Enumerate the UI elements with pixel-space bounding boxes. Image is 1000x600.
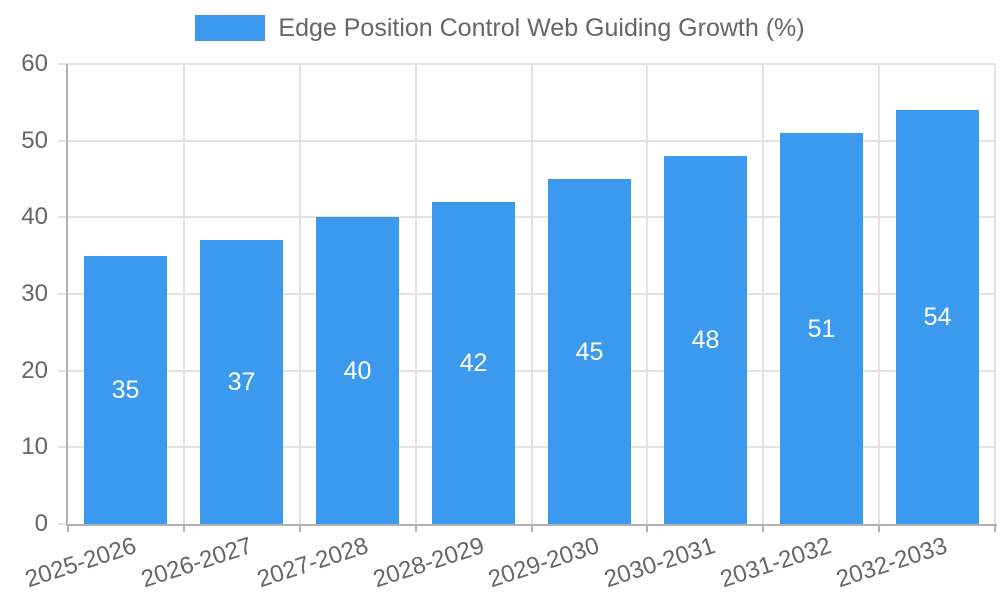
x-tick-mark (530, 524, 533, 532)
bar[interactable] (548, 179, 631, 524)
y-axis-tick-label: 10 (21, 433, 48, 461)
bar-value-label: 54 (923, 303, 952, 331)
y-axis-tick-label: 0 (34, 510, 48, 537)
bar[interactable] (664, 156, 747, 524)
x-gridline (646, 64, 649, 524)
x-tick-mark (994, 524, 996, 532)
x-gridline (182, 64, 185, 524)
bar[interactable] (432, 202, 515, 524)
x-gridline (414, 64, 417, 524)
x-tick-mark (67, 524, 69, 532)
bar-value-label: 35 (111, 376, 140, 404)
y-axis-line (66, 64, 68, 526)
x-gridline (994, 64, 996, 524)
bar[interactable] (84, 256, 167, 524)
y-tick-mark (58, 63, 68, 65)
y-tick-mark (58, 369, 68, 372)
bar[interactable] (896, 110, 979, 524)
y-axis-tick-label: 30 (21, 280, 48, 307)
y-axis-tick-label: 60 (21, 50, 48, 77)
y-axis-tick-label: 50 (21, 126, 48, 154)
x-gridline (298, 64, 301, 524)
legend-label: Edge Position Control Web Guiding Growth… (278, 14, 805, 42)
bar-value-label: 45 (575, 338, 604, 366)
x-axis-tick-label: 2032-2033 (833, 532, 951, 594)
bar-value-label: 37 (227, 368, 256, 396)
bar[interactable] (780, 133, 863, 524)
bar-value-label: 48 (691, 326, 720, 354)
x-tick-mark (414, 524, 417, 532)
x-axis-tick-label: 2031-2032 (717, 532, 835, 594)
y-axis-tick-label: 40 (21, 203, 48, 231)
bar[interactable] (316, 217, 399, 524)
x-tick-mark (878, 524, 881, 532)
x-axis-tick-label: 2027-2028 (254, 532, 372, 594)
x-tick-mark (646, 524, 649, 532)
bar-value-label: 40 (343, 357, 372, 385)
x-tick-mark (298, 524, 301, 532)
x-tick-mark (182, 524, 185, 532)
y-tick-mark (58, 446, 68, 449)
x-gridline (762, 64, 765, 524)
x-axis-tick-label: 2030-2031 (601, 532, 719, 594)
x-axis-tick-label: 2025-2026 (22, 532, 140, 594)
y-tick-mark (58, 216, 68, 219)
y-axis-tick-label: 20 (21, 356, 48, 384)
bar-value-label: 42 (459, 349, 488, 377)
x-axis-line (66, 524, 997, 526)
x-axis-tick-label: 2028-2029 (370, 532, 488, 594)
bar[interactable] (200, 240, 283, 524)
x-axis-tick-label: 2026-2027 (138, 532, 256, 594)
x-tick-mark (762, 524, 765, 532)
chart-legend[interactable]: Edge Position Control Web Guiding Growth… (0, 15, 1000, 41)
y-tick-mark (58, 139, 68, 142)
bar-value-label: 51 (807, 315, 836, 343)
y-tick-mark (58, 293, 68, 295)
y-tick-mark (58, 523, 68, 525)
x-gridline (530, 64, 533, 524)
legend-swatch (195, 15, 266, 41)
x-gridline (878, 64, 881, 524)
x-axis-tick-label: 2029-2030 (485, 532, 603, 594)
